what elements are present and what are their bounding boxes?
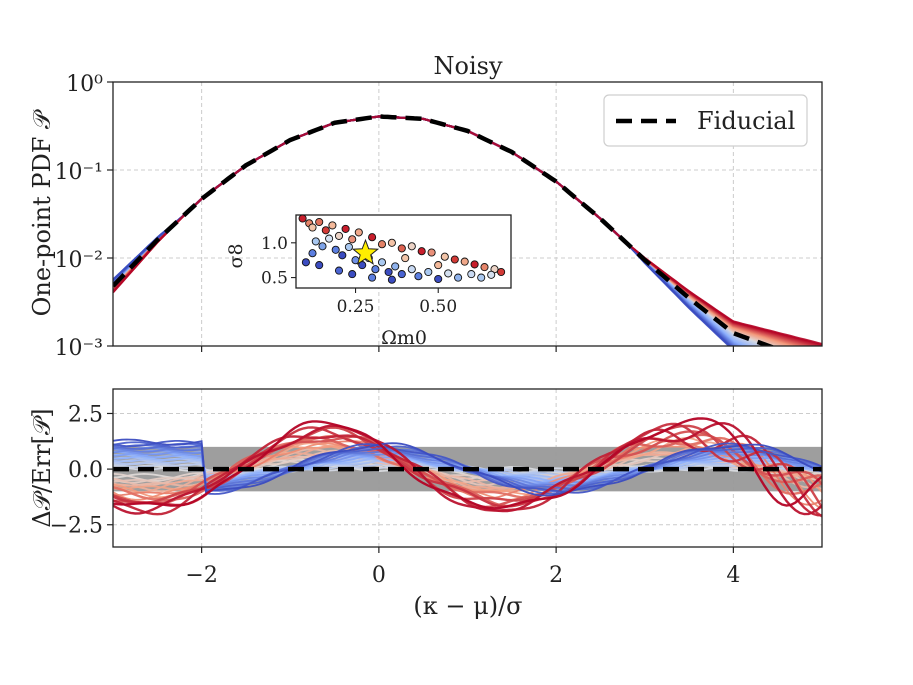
inset-point bbox=[477, 273, 486, 282]
bottom-ytick-label: −2.5 bbox=[50, 514, 103, 539]
bottom-ytick-label: 0.0 bbox=[68, 458, 103, 483]
inset-point bbox=[384, 267, 393, 277]
inset-point bbox=[497, 267, 506, 277]
inset-ticks: 0.25 0.50 0.5 1.0 bbox=[261, 234, 457, 317]
inset-point bbox=[325, 234, 334, 243]
top-title: Noisy bbox=[434, 52, 503, 80]
inset-ylabel: σ8 bbox=[225, 243, 247, 268]
inset-point bbox=[397, 244, 406, 253]
inset-point bbox=[377, 240, 387, 249]
top-ytick-label: 10⁻¹ bbox=[55, 160, 103, 185]
top-ticks: 10⁰ 10⁻¹ 10⁻² 10⁻³ bbox=[55, 72, 734, 361]
inset-point bbox=[331, 245, 340, 254]
bottom-model-curve bbox=[113, 422, 822, 516]
bottom-panel: −2 0 2 4 2.5 0.0 −2.5 Δ𝒫/Err[𝒫] (κ − μ)/σ bbox=[28, 388, 823, 620]
bottom-xtick-label: −2 bbox=[185, 563, 217, 588]
inset-point bbox=[480, 263, 489, 272]
bottom-ytick-label: 2.5 bbox=[68, 402, 103, 427]
inset-point bbox=[377, 258, 387, 267]
inset-point bbox=[354, 228, 363, 237]
top-ytick-label: 10⁰ bbox=[66, 72, 103, 97]
top-ytick-label: 10⁻² bbox=[55, 248, 103, 273]
inset-point bbox=[467, 270, 476, 279]
top-ytick-label: 10⁻³ bbox=[55, 336, 103, 361]
inset-point bbox=[334, 266, 344, 275]
fiducial-star-marker bbox=[351, 238, 380, 265]
top-ylabel: One-point PDF 𝒫 bbox=[28, 109, 56, 316]
inset-point bbox=[348, 235, 357, 244]
inset-point bbox=[470, 260, 479, 269]
inset-point bbox=[387, 238, 396, 247]
bottom-axes-frame bbox=[112, 388, 823, 548]
bottom-xtick-label: 2 bbox=[549, 563, 563, 588]
bottom-model-curve bbox=[113, 417, 822, 510]
inset-point bbox=[298, 214, 307, 223]
inset-xtick-label: 0.25 bbox=[337, 297, 375, 317]
inset-point bbox=[434, 274, 443, 284]
inset-point bbox=[440, 252, 449, 261]
bottom-model-curves bbox=[113, 417, 822, 518]
bottom-model-curve bbox=[113, 428, 822, 517]
bottom-ticks: −2 0 2 4 2.5 0.0 −2.5 bbox=[50, 402, 741, 588]
inset-point bbox=[311, 237, 320, 246]
inset-point bbox=[371, 265, 380, 274]
inset-point bbox=[387, 275, 396, 284]
inset-point bbox=[401, 254, 410, 263]
inset-point bbox=[391, 262, 400, 271]
inset-point bbox=[450, 255, 459, 264]
inset-point bbox=[427, 248, 436, 257]
bottom-ylabel: Δ𝒫/Err[𝒫] bbox=[28, 408, 56, 527]
inset-point bbox=[454, 273, 463, 282]
inset-point bbox=[444, 269, 453, 278]
inset-point bbox=[301, 258, 310, 267]
inset-point bbox=[424, 267, 433, 277]
inset-point bbox=[308, 223, 317, 232]
inset-point bbox=[341, 224, 350, 233]
inset-point bbox=[348, 270, 357, 279]
inset-point bbox=[328, 221, 337, 230]
inset-point bbox=[358, 261, 367, 270]
inset-xtick-label: 0.50 bbox=[419, 297, 457, 317]
bottom-model-curve bbox=[113, 433, 822, 508]
fiducial-line bbox=[113, 114, 776, 346]
legend-box bbox=[603, 94, 808, 147]
inset-point bbox=[434, 261, 443, 270]
top-panel: 10⁰ 10⁻¹ 10⁻² 10⁻³ Noisy One-point PDF 𝒫 Fi… bbox=[28, 52, 823, 361]
inset-point bbox=[407, 265, 416, 274]
inset-point bbox=[368, 233, 377, 242]
inset-point bbox=[315, 261, 324, 270]
inset-xlabel: Ωm0 bbox=[381, 327, 427, 349]
inset-point bbox=[487, 270, 496, 279]
inset-ytick-label: 0.5 bbox=[261, 269, 288, 289]
top-axes-frame bbox=[112, 81, 823, 347]
inset-scatter: 0.25 0.50 0.5 1.0 σ8 Ωm0 bbox=[225, 214, 512, 349]
bottom-xtick-label: 4 bbox=[726, 563, 740, 588]
legend: Fiducial bbox=[603, 94, 808, 147]
inset-point bbox=[334, 231, 344, 240]
inset-ytick-label: 1.0 bbox=[261, 234, 288, 254]
inset-point bbox=[368, 273, 377, 282]
inset-point bbox=[407, 242, 416, 251]
inset-point bbox=[318, 242, 327, 251]
inset-point bbox=[308, 249, 317, 258]
inset-point bbox=[344, 242, 353, 252]
bottom-xlabel: (κ − μ)/σ bbox=[413, 592, 522, 620]
inset-point bbox=[417, 247, 426, 256]
inset-point bbox=[338, 251, 347, 260]
inset-point bbox=[397, 270, 406, 279]
inset-point bbox=[460, 257, 469, 266]
inset-points bbox=[298, 214, 506, 284]
inset-point bbox=[321, 226, 330, 235]
inset-point bbox=[315, 217, 324, 227]
inset-point bbox=[414, 272, 423, 281]
bottom-xtick-label: 0 bbox=[372, 563, 386, 588]
legend-fiducial-label: Fiducial bbox=[697, 107, 795, 135]
